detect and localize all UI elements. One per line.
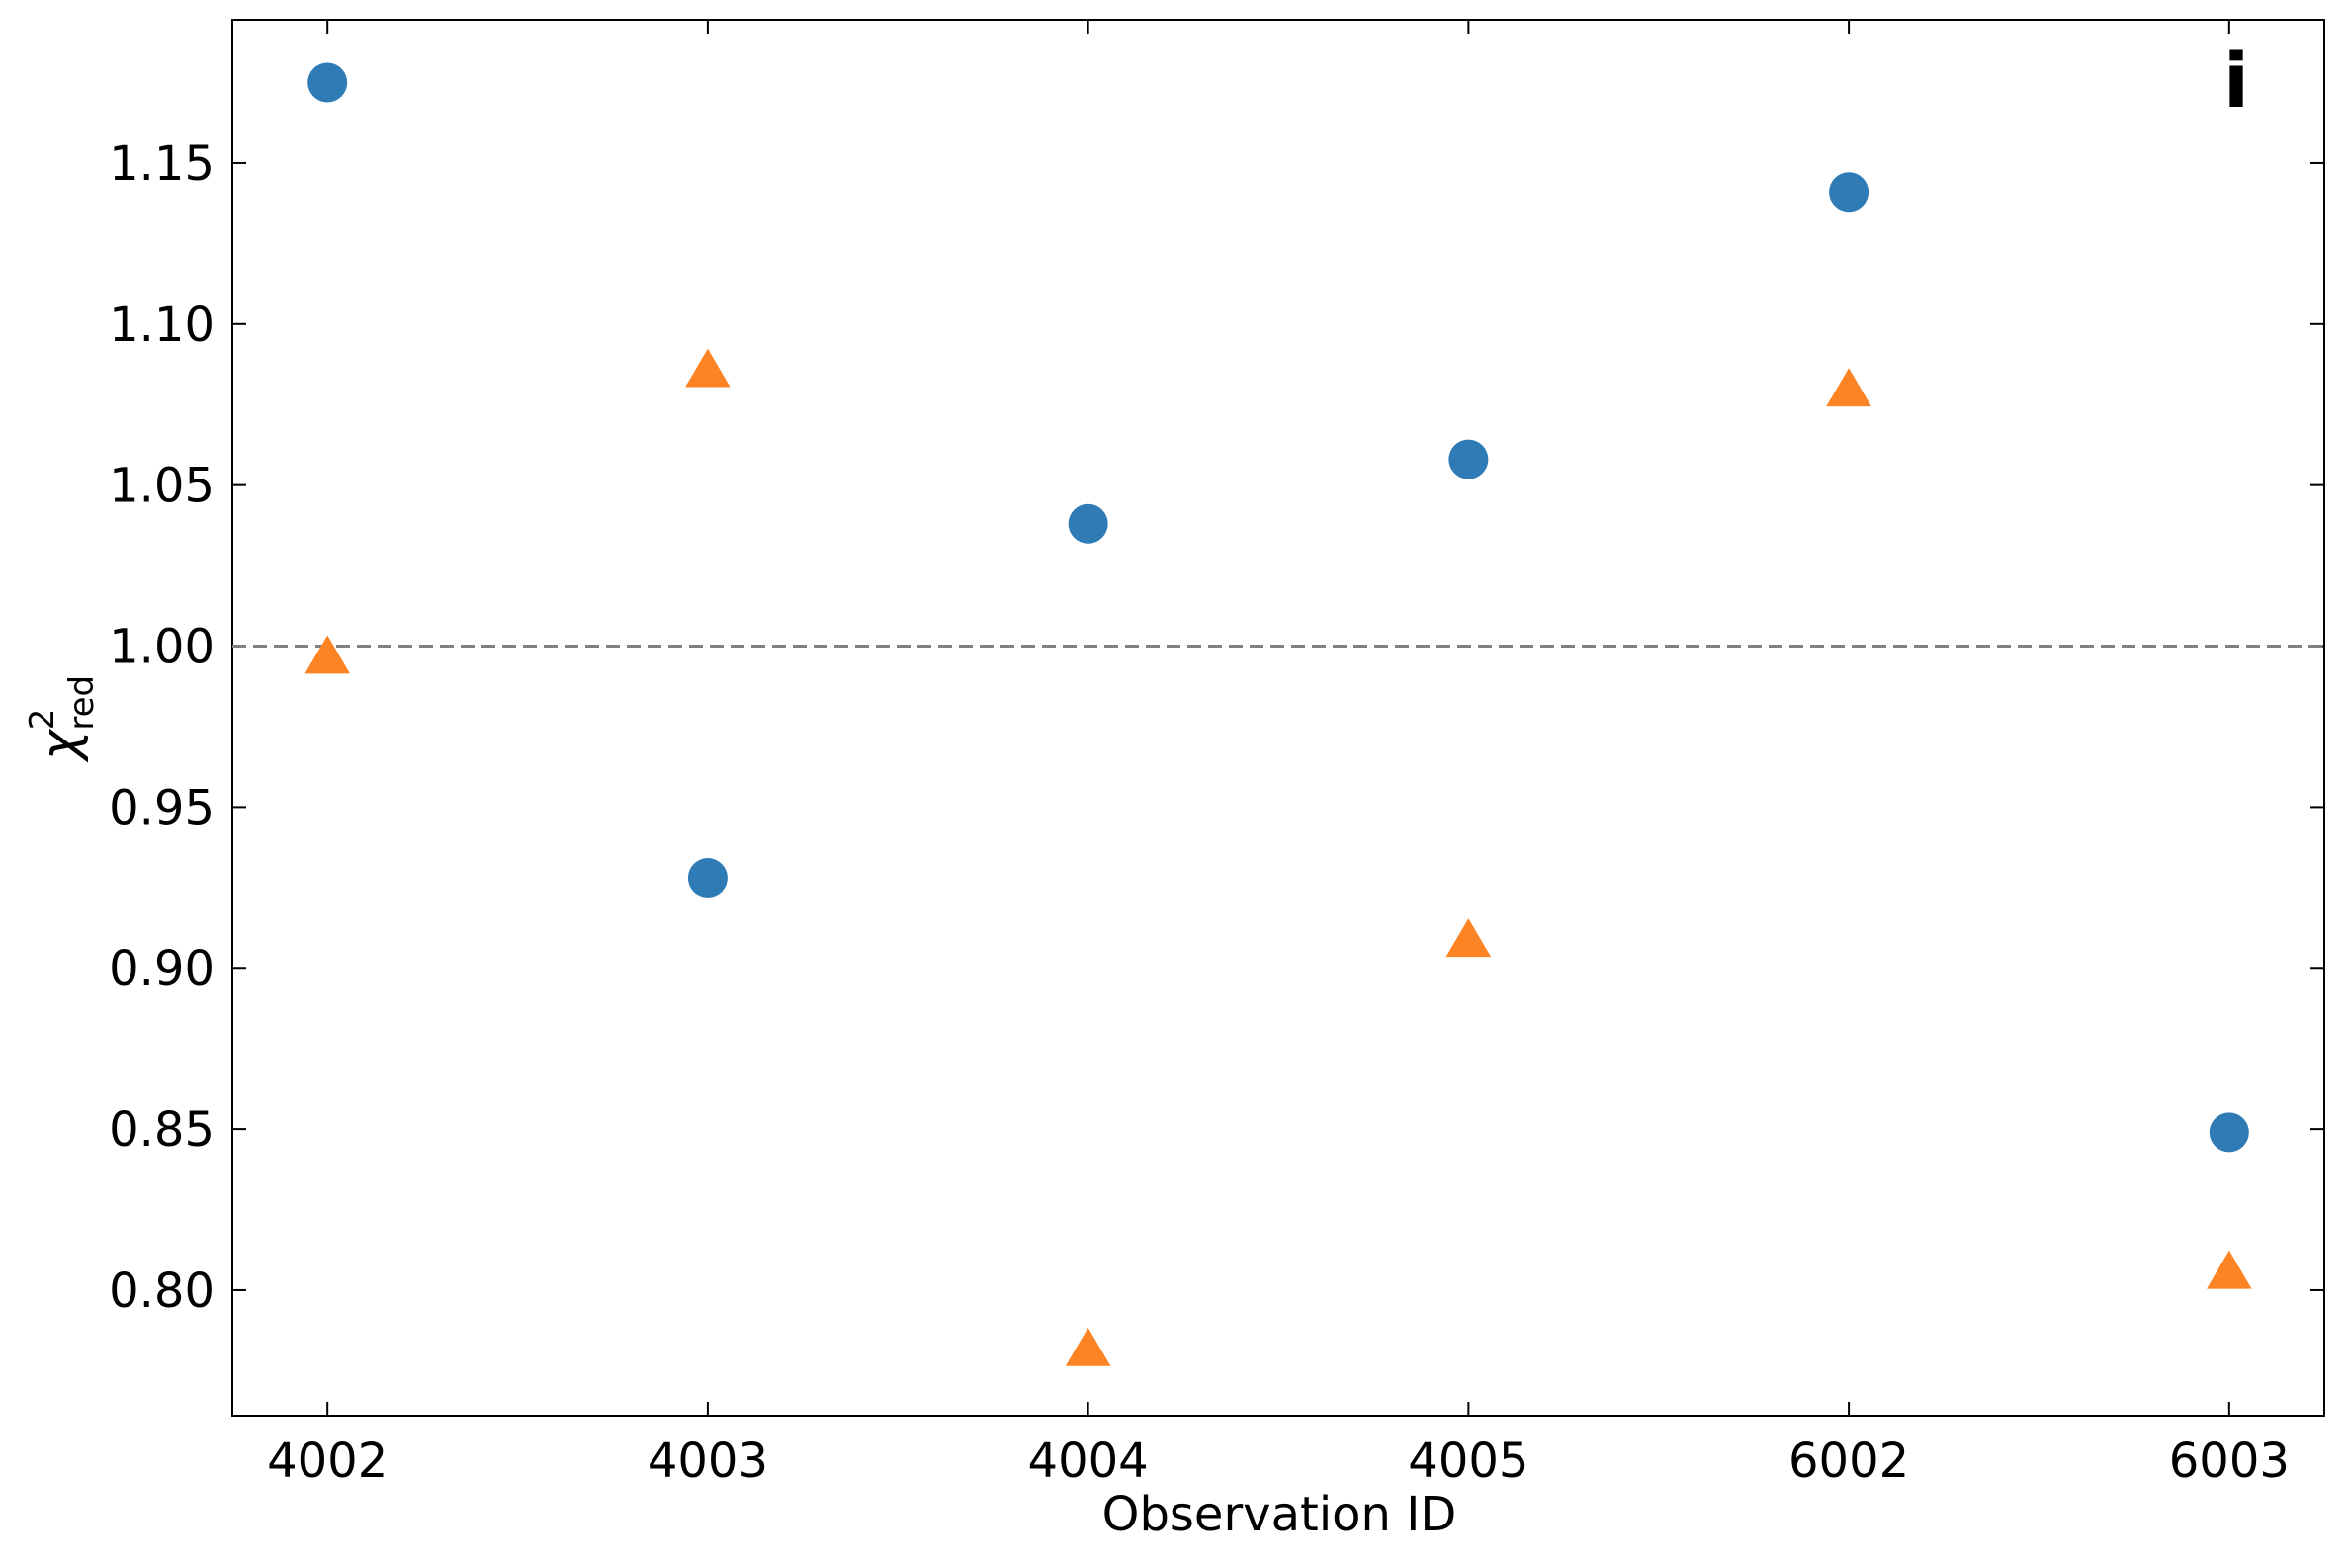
x-tick-label: 4005 (1408, 1434, 1528, 1489)
y-axis-label: χ2red (23, 675, 102, 763)
y-tick-label: 1.00 (109, 620, 215, 675)
y-label-sup: 2 (23, 709, 62, 731)
triangle-point (1065, 1327, 1111, 1366)
y-tick-label: 0.80 (109, 1263, 215, 1319)
y-tick-label: 1.05 (109, 459, 215, 514)
triangle-point (685, 348, 731, 388)
triangle-point (2207, 1250, 2252, 1289)
x-tick-label: 4002 (267, 1434, 388, 1489)
x-tick-label: 6003 (2169, 1434, 2290, 1489)
y-label-sub: red (62, 675, 102, 731)
circle-point (687, 858, 728, 899)
x-tick-label: 4003 (648, 1434, 768, 1489)
y-tick-label: 0.90 (109, 941, 215, 997)
panel-label: i (2223, 37, 2249, 125)
triangle-point (1445, 918, 1492, 958)
circle-point (1829, 172, 1869, 213)
x-tick-label: 6002 (1788, 1434, 1909, 1489)
triangle-point (1826, 368, 1871, 407)
x-axis-label: Observation ID (1102, 1487, 1457, 1542)
y-tick-label: 1.15 (109, 136, 215, 192)
y-tick-label: 0.95 (109, 780, 215, 835)
y-tick-label: 1.10 (109, 298, 215, 353)
circle-point (1448, 439, 1489, 479)
y-tick-label: 0.85 (109, 1102, 215, 1158)
circle-point (307, 62, 348, 103)
x-tick-label: 4004 (1028, 1434, 1149, 1489)
triangle-point (304, 635, 350, 674)
circle-point (2209, 1112, 2249, 1153)
circle-point (1068, 503, 1108, 544)
plot-frame (231, 19, 2325, 1417)
y-label-symbol: χ (31, 728, 90, 763)
